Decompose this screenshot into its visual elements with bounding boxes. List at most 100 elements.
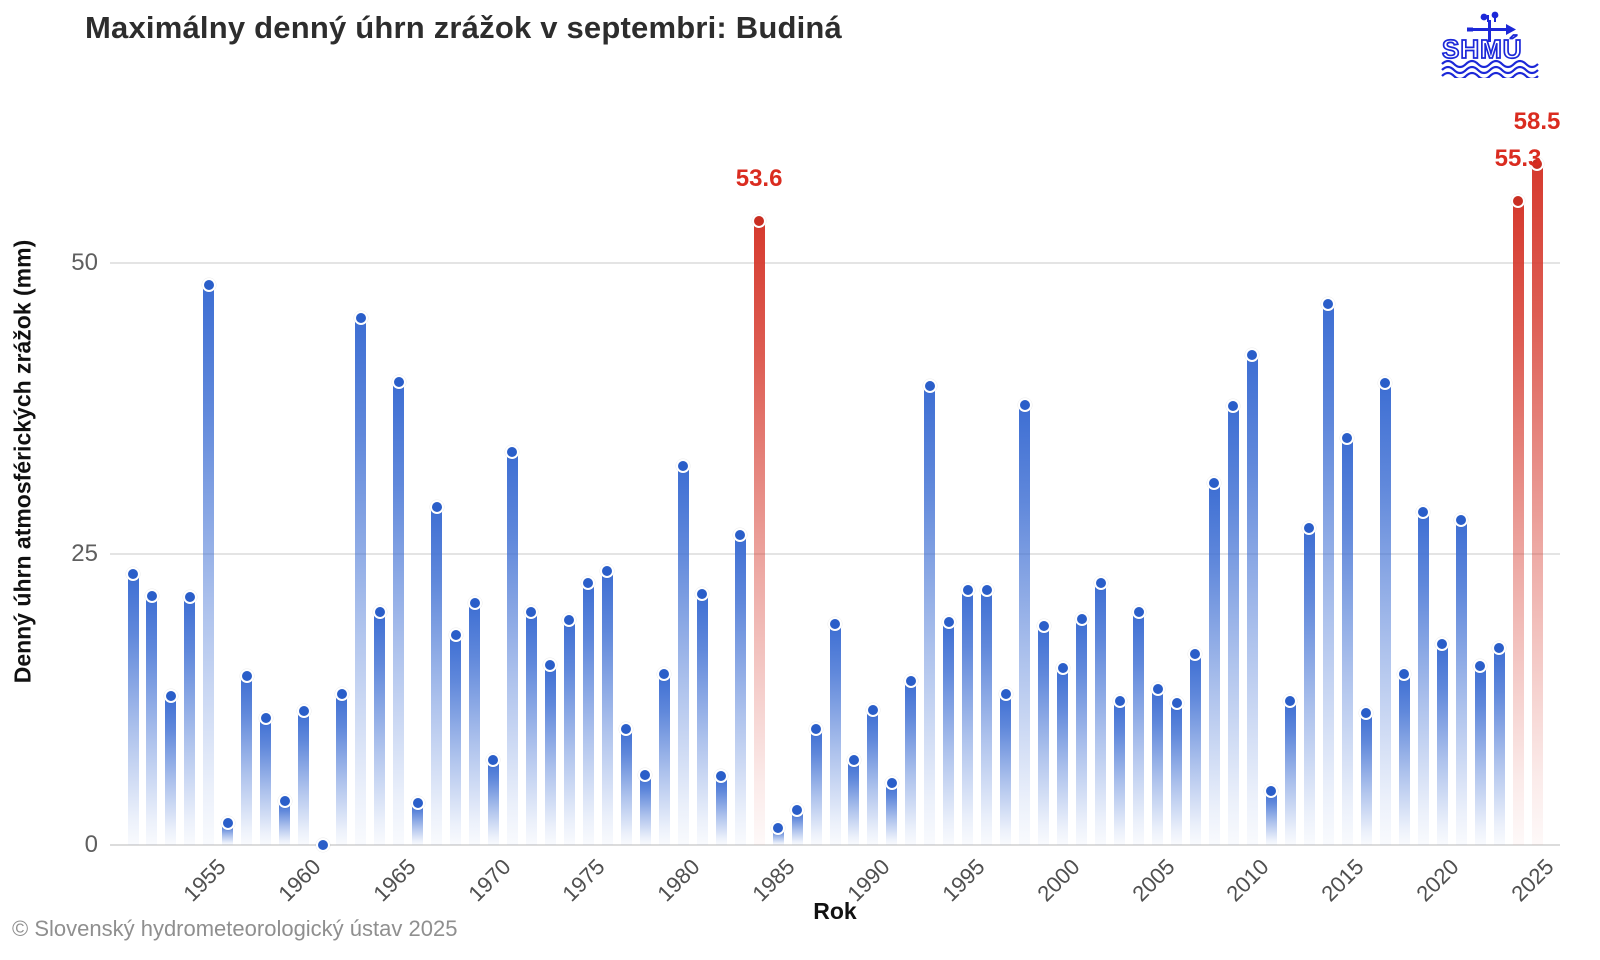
dot-2008: [1207, 475, 1222, 490]
bar-1968: [450, 635, 462, 845]
dot-2003: [1112, 693, 1127, 708]
dot-1968: [448, 628, 463, 643]
bar-2001: [1076, 619, 1088, 845]
dot-1954: [182, 590, 197, 605]
bar-1985: [772, 827, 784, 845]
bar-1956: [222, 822, 234, 845]
bar-1954: [184, 597, 196, 845]
bar-2017: [1379, 382, 1391, 845]
annotation-1984: 53.6: [735, 165, 783, 193]
dot-2018: [1397, 666, 1412, 681]
dot-2015: [1340, 430, 1355, 445]
dot-1983: [733, 528, 748, 543]
bar-2009: [1227, 406, 1239, 845]
dot-1990: [865, 702, 880, 717]
bar-1988: [829, 623, 841, 845]
bar-2010: [1246, 354, 1258, 845]
bar-1958: [260, 718, 272, 845]
dot-1995: [960, 583, 975, 598]
bar-1974: [563, 620, 575, 845]
bar-1987: [810, 728, 822, 845]
dot-2001: [1074, 612, 1089, 627]
bar-1960: [298, 711, 310, 845]
dot-2017: [1378, 375, 1393, 390]
dot-1974: [562, 613, 577, 628]
bar-2020: [1436, 643, 1448, 845]
bar-2024: [1512, 201, 1524, 845]
bar-1981: [696, 593, 708, 845]
bar-1997: [1000, 693, 1012, 845]
bar-1973: [544, 664, 556, 845]
dot-2000: [1055, 661, 1070, 676]
dot-2021: [1454, 513, 1469, 528]
bar-1994: [943, 621, 955, 845]
bar-1984: [753, 221, 765, 845]
page-title: Maximálny denný úhrn zrážok v septembri:…: [85, 10, 843, 45]
dot-1996: [979, 583, 994, 598]
bar-2002: [1095, 583, 1107, 845]
dot-1953: [163, 689, 178, 703]
bar-2011: [1265, 791, 1277, 845]
dot-2012: [1283, 693, 1298, 708]
bar-1995: [962, 590, 974, 845]
annotation-2024: 55.3: [1494, 145, 1542, 173]
bar-1998: [1019, 405, 1031, 845]
dot-2022: [1473, 658, 1488, 673]
bar-2005: [1152, 689, 1164, 845]
x-axis-title: Rok: [813, 898, 857, 924]
bar-2015: [1341, 437, 1353, 845]
weather-vane-icon: [1467, 11, 1516, 42]
dot-2004: [1131, 605, 1146, 620]
dot-1986: [790, 803, 805, 818]
dot-1963: [353, 310, 368, 325]
bar-1966: [412, 803, 424, 845]
bar-2003: [1114, 700, 1126, 845]
bar-2007: [1189, 654, 1201, 845]
dot-1987: [809, 721, 824, 736]
dot-2011: [1264, 784, 1279, 799]
bar-2023: [1493, 648, 1505, 845]
dot-1965: [391, 374, 406, 389]
bar-1970: [487, 760, 499, 845]
dot-1980: [676, 458, 691, 473]
bar-1953: [165, 696, 177, 845]
dot-1956: [220, 815, 235, 830]
y-tick-label-25: 25: [71, 540, 98, 567]
dot-2014: [1321, 296, 1336, 311]
dot-1955: [201, 278, 216, 293]
bar-1982: [715, 776, 727, 845]
dot-2025: [1530, 157, 1544, 172]
y-tick-label-0: 0: [84, 831, 98, 858]
dot-2007: [1188, 647, 1203, 662]
bar-1999: [1038, 626, 1050, 845]
dot-1988: [828, 616, 842, 631]
dot-1972: [524, 605, 539, 620]
dot-1970: [486, 753, 501, 768]
dot-1998: [1017, 398, 1032, 412]
bar-1975: [582, 583, 594, 845]
bar-1992: [905, 680, 917, 845]
dot-2016: [1359, 706, 1374, 721]
gridline-y-50: [110, 262, 1560, 264]
dot-1973: [543, 657, 558, 672]
dot-1951: [126, 566, 140, 581]
bar-1967: [431, 507, 443, 845]
bar-1955: [203, 285, 215, 845]
dot-1967: [429, 500, 444, 515]
gridline-y-25: [110, 553, 1560, 555]
dot-1982: [714, 769, 729, 784]
dot-2009: [1226, 399, 1241, 414]
bar-1972: [525, 612, 537, 845]
dot-1959: [277, 793, 292, 808]
dot-1978: [638, 768, 653, 783]
dot-1957: [239, 669, 254, 684]
shmu-logo: SHMÚ: [1441, 11, 1539, 78]
bar-2004: [1133, 612, 1145, 845]
dot-1958: [258, 711, 273, 726]
bar-1977: [620, 728, 632, 845]
bar-1963: [355, 317, 367, 845]
bar-1957: [241, 676, 253, 845]
dot-1960: [296, 704, 311, 719]
dot-1984: [752, 214, 767, 229]
dot-2006: [1169, 695, 1184, 710]
